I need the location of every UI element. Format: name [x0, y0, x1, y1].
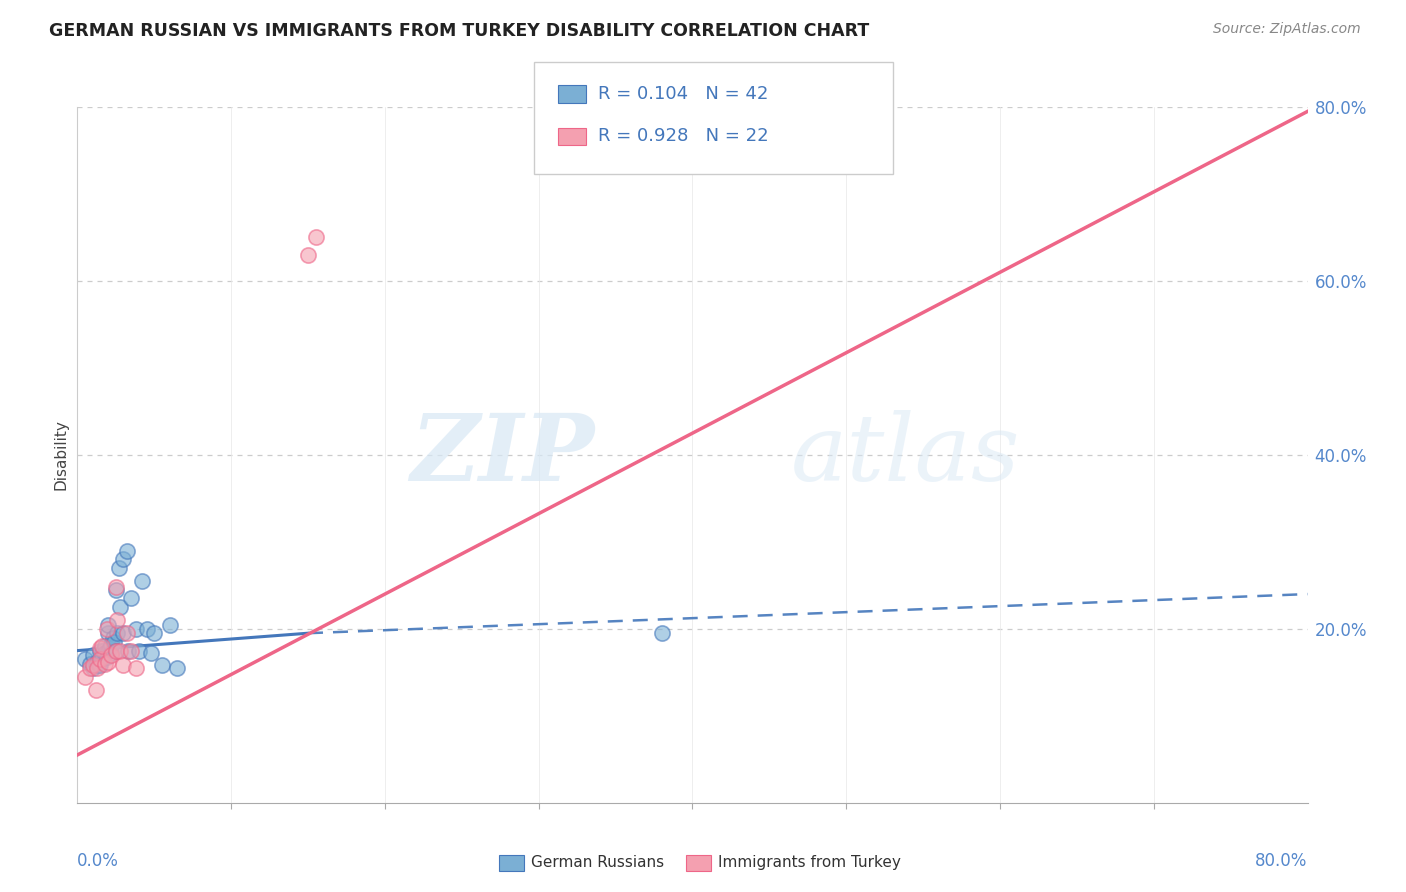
- Point: [79, 657, 101, 671]
- Point: [89, 643, 111, 657]
- Point: [100, 648, 122, 662]
- Point: [112, 658, 135, 673]
- Point: [103, 635, 125, 649]
- Point: [97, 643, 120, 657]
- Point: [305, 230, 328, 244]
- Point: [84, 658, 107, 673]
- Point: [86, 661, 108, 675]
- Point: [97, 655, 120, 669]
- Text: Immigrants from Turkey: Immigrants from Turkey: [718, 855, 901, 870]
- Point: [104, 580, 127, 594]
- Point: [101, 631, 124, 645]
- Point: [110, 643, 132, 657]
- Point: [94, 646, 117, 660]
- Point: [115, 626, 138, 640]
- Point: [96, 649, 118, 664]
- Point: [141, 646, 163, 660]
- Text: ZIP: ZIP: [409, 410, 595, 500]
- Point: [143, 626, 166, 640]
- Point: [110, 600, 132, 615]
- Point: [105, 626, 128, 640]
- Point: [108, 561, 131, 575]
- Point: [84, 682, 107, 697]
- Point: [79, 661, 101, 675]
- Point: [89, 658, 111, 673]
- Point: [150, 658, 173, 673]
- Point: [166, 661, 188, 675]
- Text: German Russians: German Russians: [531, 855, 665, 870]
- Point: [89, 640, 111, 655]
- Text: 80.0%: 80.0%: [1256, 852, 1308, 870]
- Point: [120, 643, 142, 657]
- Point: [104, 643, 127, 657]
- Point: [94, 639, 117, 653]
- Point: [135, 622, 157, 636]
- Text: GERMAN RUSSIAN VS IMMIGRANTS FROM TURKEY DISABILITY CORRELATION CHART: GERMAN RUSSIAN VS IMMIGRANTS FROM TURKEY…: [49, 22, 869, 40]
- Point: [90, 639, 114, 653]
- Point: [89, 652, 111, 666]
- Point: [73, 652, 96, 666]
- Point: [82, 648, 104, 662]
- Point: [100, 646, 122, 660]
- Y-axis label: Disability: Disability: [53, 419, 69, 491]
- Point: [159, 617, 181, 632]
- Point: [73, 670, 96, 684]
- Point: [125, 622, 148, 636]
- Point: [94, 657, 117, 671]
- Point: [82, 658, 104, 673]
- Point: [297, 248, 319, 262]
- Text: Source: ZipAtlas.com: Source: ZipAtlas.com: [1213, 22, 1361, 37]
- Point: [90, 652, 114, 666]
- Text: 0.0%: 0.0%: [77, 852, 120, 870]
- Point: [97, 626, 120, 640]
- Point: [125, 661, 148, 675]
- Text: atlas: atlas: [792, 410, 1021, 500]
- Point: [120, 591, 142, 606]
- Point: [82, 661, 104, 675]
- Text: R = 0.928   N = 22: R = 0.928 N = 22: [598, 128, 768, 145]
- Point: [93, 643, 115, 657]
- Point: [112, 552, 135, 566]
- Point: [128, 643, 150, 657]
- Point: [651, 626, 673, 640]
- Point: [96, 622, 118, 636]
- Point: [105, 613, 128, 627]
- Point: [117, 643, 139, 657]
- Point: [104, 582, 127, 597]
- Point: [104, 643, 127, 657]
- Point: [100, 638, 122, 652]
- Point: [98, 640, 121, 655]
- Point: [97, 617, 120, 632]
- Point: [112, 626, 135, 640]
- Point: [87, 658, 110, 673]
- Point: [86, 655, 108, 669]
- Text: R = 0.104   N = 42: R = 0.104 N = 42: [598, 85, 768, 103]
- Point: [131, 574, 153, 588]
- Point: [115, 543, 138, 558]
